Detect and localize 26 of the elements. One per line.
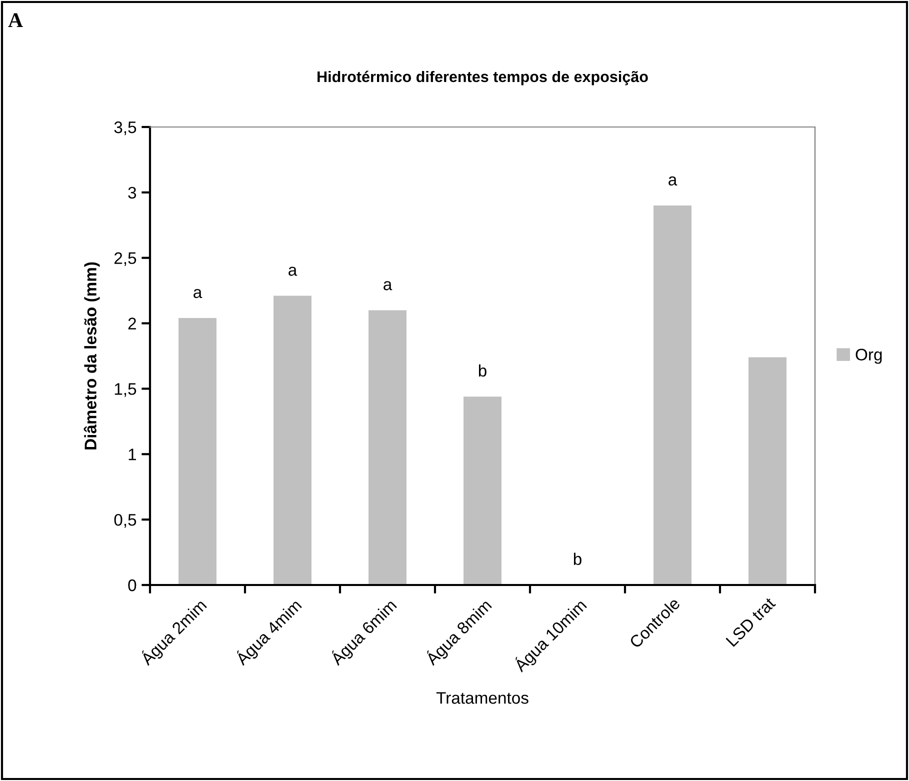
y-tick-label: 0,5 — [114, 514, 136, 528]
annotation: b — [478, 364, 486, 377]
x-axis-title: Tratamentos — [436, 692, 528, 704]
legend-label: Org — [856, 348, 882, 364]
y-tick-label: 3,5 — [114, 121, 136, 136]
annotation: a — [288, 266, 298, 276]
x-tick-label: LSD trat — [726, 596, 776, 648]
bar — [368, 310, 406, 585]
y-tick-label: 1 — [128, 448, 136, 460]
annotation: a — [384, 281, 392, 290]
y-tick-label: 2 — [128, 318, 136, 330]
y-tick-label: 3 — [128, 186, 136, 199]
bar — [178, 318, 216, 585]
y-tick-label: 1,5 — [114, 383, 136, 397]
y-axis-title: Diâmetro da lesão (mm) — [84, 262, 100, 450]
bar — [748, 357, 786, 585]
annotation: b — [574, 552, 582, 566]
annotation: a — [668, 176, 678, 186]
y-tick-label: 2,5 — [114, 252, 136, 266]
annotation: a — [194, 288, 202, 298]
y-tick-label: 0 — [128, 579, 136, 592]
text: A — [8, 13, 23, 28]
bar — [274, 296, 312, 585]
bar — [654, 206, 692, 585]
bar — [464, 396, 502, 585]
chart-title: Hidrotérmico diferentes tempos de exposição — [318, 70, 648, 86]
